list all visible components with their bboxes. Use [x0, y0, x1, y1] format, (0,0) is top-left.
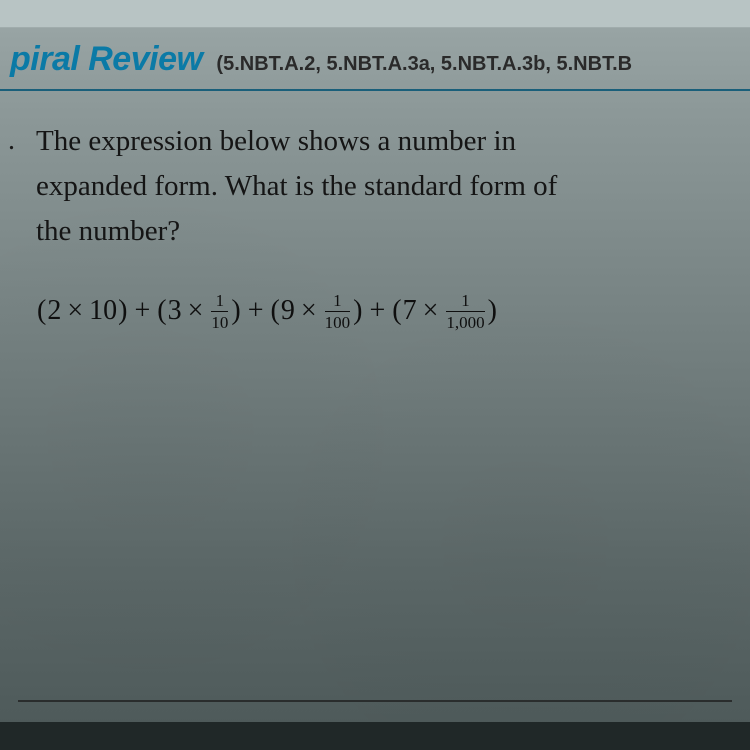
answer-rule — [18, 700, 732, 702]
factor-a: 3 — [168, 295, 182, 327]
factor-a: 9 — [281, 295, 295, 327]
question-text: The expression below shows a number in e… — [36, 119, 722, 254]
close-paren: ) — [230, 295, 241, 327]
fraction-denominator: 100 — [325, 311, 351, 331]
term-3: + ( 9 × 1 100 ) — [242, 292, 364, 331]
question-line-2: expanded form. What is the standard form… — [36, 170, 557, 202]
page-root: piral Review (5.NBT.A.2, 5.NBT.A.3a, 5.N… — [0, 0, 750, 750]
fraction-numerator: 1 — [333, 292, 342, 311]
close-paren: ) — [487, 295, 498, 327]
fraction-numerator: 1 — [216, 292, 225, 311]
close-paren: ) — [352, 295, 363, 327]
times-op: × — [61, 295, 89, 327]
fraction-numerator: 1 — [461, 292, 470, 311]
question-block: . The expression below shows a number in… — [0, 91, 750, 331]
standards-list: (5.NBT.A.2, 5.NBT.A.3a, 5.NBT.A.3b, 5.NB… — [216, 53, 632, 76]
factor-b: 10 — [89, 295, 117, 327]
times-op: × — [295, 295, 323, 327]
term-1: ( 2 × 10 ) — [36, 295, 128, 327]
fraction: 1 100 — [325, 292, 351, 331]
question-line-1: The expression below shows a number in — [36, 125, 516, 157]
expression: ( 2 × 10 ) + ( 3 × 1 10 ) + ( — [36, 292, 722, 331]
bottom-band — [0, 722, 750, 750]
open-paren: ( — [36, 295, 47, 327]
plus-op: + — [128, 295, 156, 327]
open-paren: ( — [156, 295, 167, 327]
fraction: 1 1,000 — [446, 292, 484, 331]
factor-a: 7 — [403, 295, 417, 327]
open-paren: ( — [270, 295, 281, 327]
open-paren: ( — [391, 295, 402, 327]
fraction-denominator: 10 — [211, 311, 228, 331]
question-bullet: . — [8, 125, 15, 157]
plus-op: + — [242, 295, 270, 327]
question-line-3: the number? — [36, 215, 180, 247]
term-2: + ( 3 × 1 10 ) — [128, 292, 241, 331]
factor-a: 2 — [47, 295, 61, 327]
times-op: × — [182, 295, 210, 327]
header-row: piral Review (5.NBT.A.2, 5.NBT.A.3a, 5.N… — [0, 28, 750, 85]
section-title: piral Review — [10, 40, 202, 79]
fraction: 1 10 — [211, 292, 228, 331]
top-band — [0, 0, 750, 28]
plus-op: + — [363, 295, 391, 327]
term-4: + ( 7 × 1 1,000 ) — [363, 292, 498, 331]
close-paren: ) — [117, 295, 128, 327]
fraction-denominator: 1,000 — [446, 311, 484, 331]
times-op: × — [417, 295, 445, 327]
